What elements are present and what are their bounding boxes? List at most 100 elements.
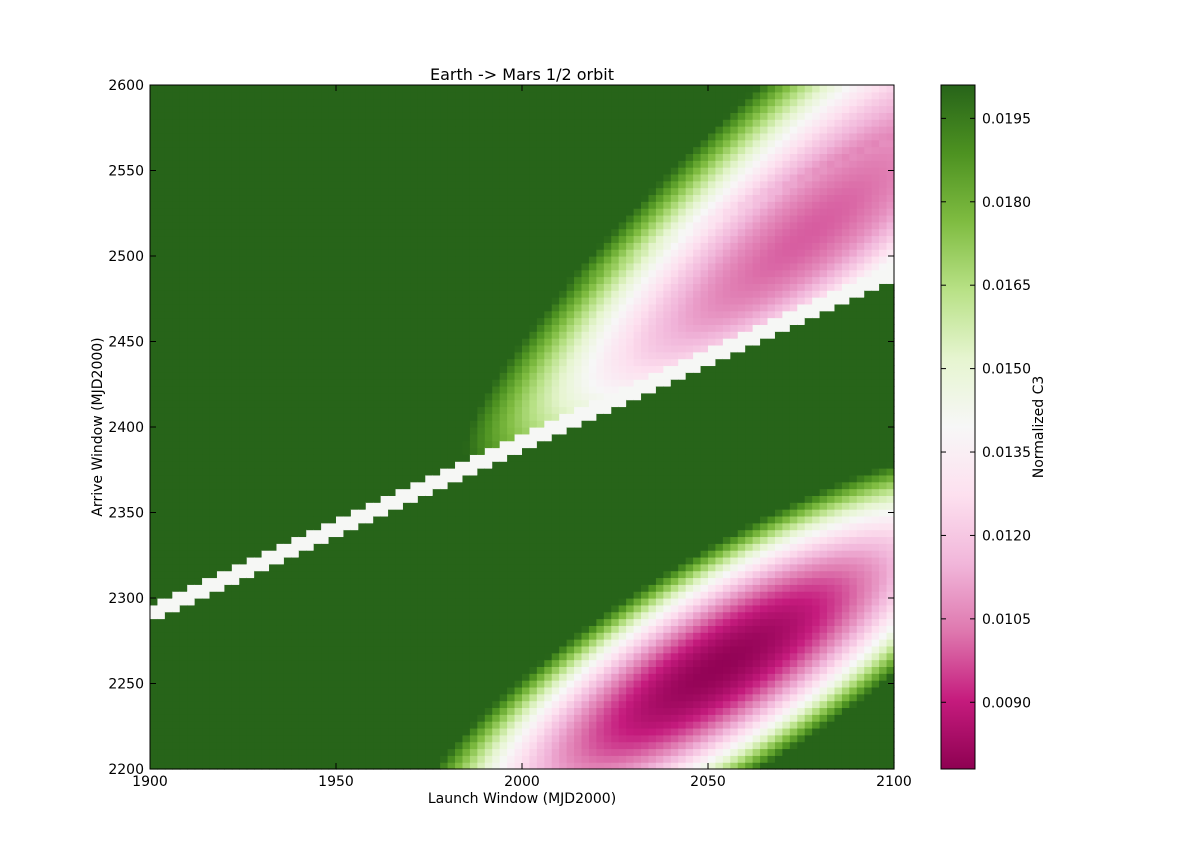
heatmap-cell bbox=[283, 727, 292, 736]
heatmap-cell bbox=[343, 659, 352, 667]
heatmap-cell bbox=[469, 714, 478, 722]
heatmap-cell bbox=[306, 563, 315, 572]
heatmap-cell bbox=[164, 762, 173, 770]
heatmap-cell bbox=[499, 632, 508, 640]
heatmap-cell bbox=[507, 550, 516, 558]
heatmap-cell bbox=[365, 420, 374, 428]
heatmap-cell bbox=[269, 297, 278, 305]
heatmap-cell bbox=[455, 584, 464, 592]
heatmap-cell bbox=[328, 173, 337, 182]
heatmap-cell bbox=[492, 385, 501, 394]
heatmap-cell bbox=[336, 132, 345, 141]
heatmap-cell bbox=[343, 344, 352, 353]
heatmap-cell bbox=[164, 283, 173, 291]
heatmap-cell bbox=[365, 714, 374, 722]
heatmap-cell bbox=[179, 741, 188, 750]
heatmap-cell bbox=[306, 194, 315, 202]
heatmap-cell bbox=[417, 659, 426, 667]
heatmap-cell bbox=[172, 208, 181, 216]
heatmap-cell bbox=[172, 584, 181, 592]
heatmap-cell bbox=[261, 536, 270, 544]
heatmap-cell bbox=[514, 645, 523, 654]
heatmap-cell bbox=[321, 385, 330, 394]
heatmap-cell bbox=[150, 160, 159, 168]
heatmap-cell bbox=[254, 652, 263, 661]
heatmap-cell bbox=[254, 577, 263, 585]
heatmap-cell bbox=[246, 303, 255, 312]
heatmap-cell bbox=[306, 645, 315, 654]
heatmap-cell bbox=[417, 502, 426, 510]
heatmap-cell bbox=[492, 262, 501, 271]
heatmap-cell bbox=[298, 365, 307, 373]
heatmap-cell bbox=[410, 659, 419, 667]
heatmap-cell bbox=[164, 399, 173, 408]
heatmap-cell bbox=[179, 762, 188, 770]
heatmap-cell bbox=[157, 132, 166, 141]
heatmap-cell bbox=[350, 461, 359, 469]
heatmap-cell bbox=[358, 727, 367, 736]
heatmap-cell bbox=[507, 269, 516, 278]
heatmap-cell bbox=[246, 468, 255, 476]
heatmap-cell bbox=[477, 686, 486, 695]
heatmap-cell bbox=[462, 433, 471, 442]
heatmap-cell bbox=[358, 700, 367, 709]
heatmap-cell bbox=[187, 303, 196, 312]
heatmap-cell bbox=[514, 509, 523, 517]
heatmap-cell bbox=[224, 577, 233, 585]
heatmap-cell bbox=[440, 550, 449, 558]
heatmap-cell bbox=[172, 139, 181, 148]
heatmap-cell bbox=[410, 693, 419, 702]
heatmap-cell bbox=[321, 167, 330, 175]
heatmap-cell bbox=[328, 85, 337, 93]
heatmap-cell bbox=[395, 392, 404, 401]
heatmap-cell bbox=[261, 639, 270, 647]
heatmap-cell bbox=[455, 707, 464, 715]
heatmap-cell bbox=[194, 256, 203, 264]
heatmap-cell bbox=[172, 228, 181, 237]
heatmap-cell bbox=[328, 112, 337, 120]
heatmap-cell bbox=[187, 577, 196, 585]
heatmap-cell bbox=[380, 707, 389, 715]
heatmap-cell bbox=[261, 461, 270, 469]
heatmap-cell bbox=[224, 686, 233, 695]
heatmap-cell bbox=[380, 249, 389, 257]
heatmap-cell bbox=[477, 543, 486, 551]
heatmap-cell bbox=[462, 632, 471, 640]
heatmap-cell bbox=[402, 331, 411, 339]
heatmap-cell bbox=[440, 283, 449, 291]
heatmap-cell bbox=[321, 563, 330, 572]
heatmap-cell bbox=[150, 146, 159, 154]
heatmap-cell bbox=[224, 447, 233, 455]
heatmap-cell bbox=[343, 515, 352, 524]
heatmap-cell bbox=[447, 173, 456, 182]
heatmap-cell bbox=[507, 385, 516, 394]
heatmap-cell bbox=[298, 228, 307, 237]
heatmap-cell bbox=[157, 734, 166, 743]
heatmap-cell bbox=[269, 502, 278, 510]
heatmap-cell bbox=[216, 755, 225, 763]
heatmap-cell bbox=[336, 256, 345, 264]
heatmap-cell bbox=[187, 686, 196, 695]
heatmap-cell bbox=[209, 112, 218, 120]
heatmap-cell bbox=[336, 700, 345, 709]
heatmap-cell bbox=[477, 645, 486, 654]
heatmap-cell bbox=[417, 632, 426, 640]
heatmap-cell bbox=[321, 303, 330, 312]
heatmap-cell bbox=[499, 126, 508, 134]
heatmap-cell bbox=[469, 290, 478, 298]
heatmap-cell bbox=[484, 639, 493, 647]
heatmap-cell bbox=[224, 344, 233, 353]
heatmap-cell bbox=[313, 727, 322, 736]
heatmap-cell bbox=[343, 488, 352, 496]
heatmap-cell bbox=[239, 262, 248, 271]
heatmap-cell bbox=[216, 707, 225, 715]
heatmap-cell bbox=[202, 495, 211, 503]
heatmap-cell bbox=[469, 392, 478, 401]
heatmap-cell bbox=[187, 556, 196, 565]
heatmap-cell bbox=[239, 358, 248, 367]
heatmap-cell bbox=[380, 194, 389, 202]
heatmap-cell bbox=[321, 228, 330, 237]
heatmap-cell bbox=[216, 515, 225, 524]
heatmap-cell bbox=[484, 433, 493, 442]
heatmap-cell bbox=[380, 515, 389, 524]
